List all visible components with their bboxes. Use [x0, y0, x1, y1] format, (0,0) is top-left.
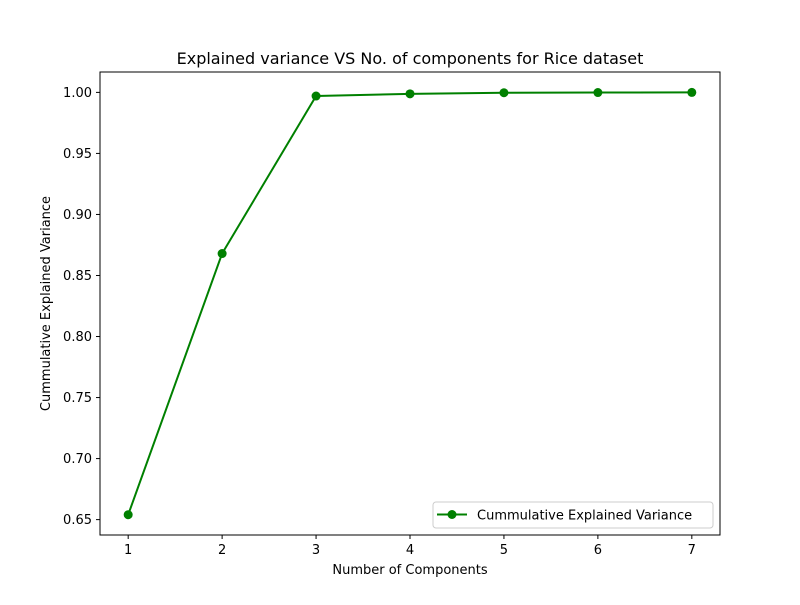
- plot-area-frame: [99, 71, 721, 536]
- data-point: [593, 88, 603, 98]
- series-layer: [123, 87, 697, 520]
- data-point: [311, 91, 321, 101]
- y-tick-label: 0.85: [63, 269, 92, 284]
- x-tick-label: 2: [218, 543, 226, 558]
- data-point: [499, 88, 509, 98]
- data-point: [123, 510, 133, 520]
- legend-label: Cummulative Explained Variance: [477, 509, 692, 524]
- x-tick-label: 6: [594, 543, 602, 558]
- y-tick-label: 0.65: [63, 513, 92, 528]
- data-point: [217, 249, 227, 259]
- x-tick-label: 1: [124, 543, 132, 558]
- y-tick-label: 0.70: [63, 452, 92, 467]
- legend: Cummulative Explained Variance: [432, 501, 714, 529]
- x-axis-label: Number of Components: [332, 563, 487, 578]
- y-tick-label: 1.00: [63, 86, 92, 101]
- data-point: [405, 89, 415, 99]
- data-point: [687, 87, 697, 97]
- y-tick-label: 0.75: [63, 391, 92, 406]
- x-tick-label: 7: [688, 543, 696, 558]
- y-tick-label: 0.80: [63, 330, 92, 345]
- legend-box: [432, 501, 714, 529]
- chart-title: Explained variance VS No. of components …: [177, 49, 644, 68]
- y-tick-label: 0.95: [63, 147, 92, 162]
- y-tick-label: 0.90: [63, 208, 92, 223]
- x-tick-label: 4: [406, 543, 414, 558]
- y-axis-ticks: 0.65 0.70 0.75 0.80 0.85 0.90 0.95 1.00: [63, 86, 100, 528]
- x-tick-label: 3: [312, 543, 320, 558]
- x-tick-label: 5: [500, 543, 508, 558]
- y-axis-label: Cummulative Explained Variance: [39, 196, 54, 411]
- legend-marker-sample: [447, 510, 457, 519]
- x-axis-ticks: 1 2 3 4 5 6 7: [124, 535, 696, 558]
